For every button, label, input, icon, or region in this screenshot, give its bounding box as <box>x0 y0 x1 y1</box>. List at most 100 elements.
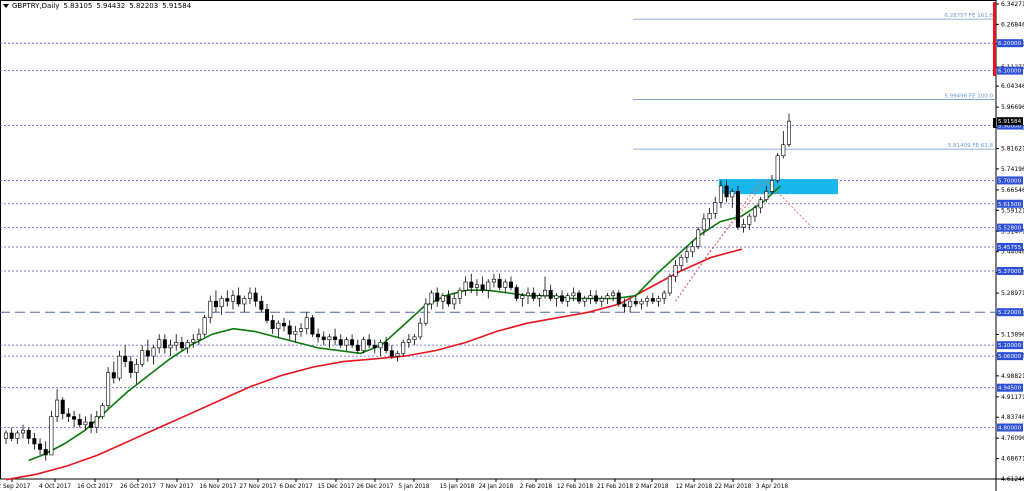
candle[interactable] <box>49 416 54 456</box>
candle[interactable] <box>418 322 423 338</box>
candle[interactable] <box>645 298 650 302</box>
candle[interactable] <box>781 144 786 157</box>
candle[interactable] <box>696 229 701 247</box>
candle[interactable] <box>236 295 241 305</box>
candle[interactable] <box>616 292 621 305</box>
candle[interactable] <box>242 298 247 305</box>
candle[interactable] <box>713 202 718 214</box>
candle[interactable] <box>293 331 298 335</box>
trend-line[interactable] <box>675 180 761 302</box>
candle[interactable] <box>594 295 599 302</box>
candle[interactable] <box>577 292 582 302</box>
candle[interactable] <box>367 339 372 346</box>
candle[interactable] <box>15 432 20 439</box>
candle[interactable] <box>718 185 723 203</box>
candle[interactable] <box>264 309 270 321</box>
candle[interactable] <box>457 289 462 299</box>
candle[interactable] <box>389 350 394 357</box>
candle[interactable] <box>611 292 616 297</box>
candle[interactable] <box>72 416 77 420</box>
candle[interactable] <box>168 344 173 349</box>
candle[interactable] <box>401 342 406 354</box>
candle[interactable] <box>491 278 496 283</box>
candle[interactable] <box>282 322 287 327</box>
candle[interactable] <box>213 300 218 308</box>
candle[interactable] <box>747 215 752 225</box>
candle[interactable] <box>735 191 740 228</box>
candle[interactable] <box>299 328 304 332</box>
candle[interactable] <box>378 342 383 349</box>
candle[interactable] <box>769 180 774 192</box>
candle[interactable] <box>679 256 684 266</box>
candle[interactable] <box>202 317 207 335</box>
candle[interactable] <box>384 342 389 351</box>
candle[interactable] <box>662 292 667 299</box>
candle[interactable] <box>140 350 145 365</box>
candle[interactable] <box>162 339 167 349</box>
candle[interactable] <box>554 295 559 299</box>
candle[interactable] <box>628 300 633 308</box>
candle[interactable] <box>100 405 105 417</box>
candle[interactable] <box>77 418 82 426</box>
candle[interactable] <box>752 207 757 217</box>
candle[interactable] <box>333 336 338 340</box>
candle[interactable] <box>690 246 695 253</box>
candle[interactable] <box>656 298 661 302</box>
candle[interactable] <box>639 300 644 305</box>
candle[interactable] <box>673 265 678 277</box>
candle[interactable] <box>253 292 258 302</box>
candle[interactable] <box>724 185 729 198</box>
candle[interactable] <box>741 224 746 228</box>
candle[interactable] <box>230 295 235 302</box>
candle[interactable] <box>3 432 9 439</box>
candle[interactable] <box>185 342 190 349</box>
candle[interactable] <box>480 284 485 291</box>
candle[interactable] <box>582 298 587 302</box>
candle[interactable] <box>633 300 638 305</box>
candle[interactable] <box>259 300 264 310</box>
candle[interactable] <box>667 276 672 294</box>
candle[interactable] <box>650 298 655 302</box>
candle[interactable] <box>571 292 576 297</box>
candle[interactable] <box>287 325 292 335</box>
candle[interactable] <box>43 449 48 456</box>
candle[interactable] <box>469 281 474 288</box>
candle[interactable] <box>503 281 508 288</box>
dropdown-triangle-icon[interactable] <box>3 4 9 8</box>
candle[interactable] <box>508 281 513 288</box>
candle[interactable] <box>21 429 26 434</box>
candle[interactable] <box>55 399 60 417</box>
candle[interactable] <box>514 287 519 299</box>
candle[interactable] <box>537 295 542 299</box>
candle[interactable] <box>350 339 355 346</box>
candle[interactable] <box>225 298 230 302</box>
candle[interactable] <box>219 298 224 308</box>
candle[interactable] <box>520 295 525 299</box>
candle[interactable] <box>94 416 99 428</box>
candle[interactable] <box>372 344 377 349</box>
candle[interactable] <box>32 438 37 445</box>
candle[interactable] <box>775 155 780 181</box>
candle[interactable] <box>395 353 400 357</box>
candle[interactable] <box>361 339 366 351</box>
candle[interactable] <box>622 303 627 308</box>
candle[interactable] <box>758 199 763 209</box>
candle[interactable] <box>270 320 275 329</box>
candle[interactable] <box>310 317 315 335</box>
candle[interactable] <box>316 333 321 338</box>
candle[interactable] <box>247 292 252 299</box>
candle[interactable] <box>276 322 281 329</box>
candle[interactable] <box>117 355 122 379</box>
candle[interactable] <box>355 344 360 351</box>
candle[interactable] <box>208 300 213 318</box>
candle[interactable] <box>145 350 150 357</box>
candle[interactable] <box>344 339 349 346</box>
candle[interactable] <box>707 213 712 220</box>
candle[interactable] <box>701 218 706 231</box>
candle[interactable] <box>446 295 451 305</box>
candle[interactable] <box>134 364 139 373</box>
candle[interactable] <box>543 289 548 297</box>
candle[interactable] <box>786 120 792 145</box>
candle[interactable] <box>111 372 116 379</box>
